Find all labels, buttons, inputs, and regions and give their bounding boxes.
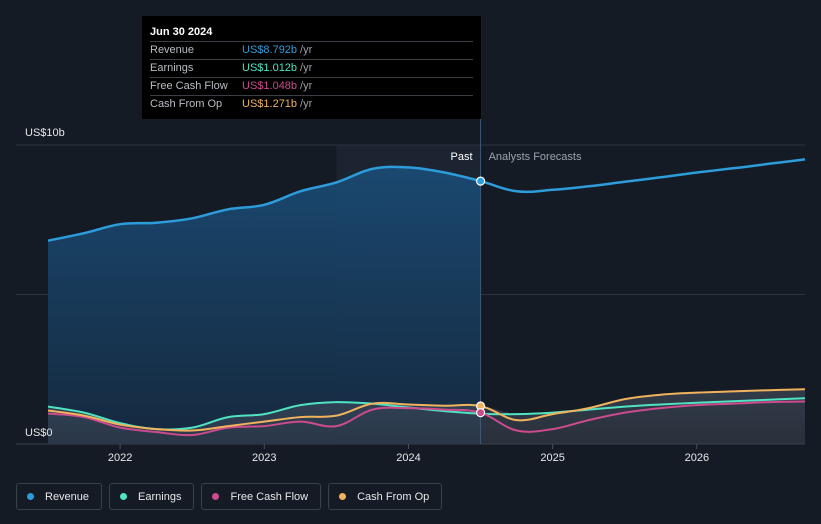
tooltip-unit: /yr (300, 98, 313, 110)
tooltip: Jun 30 2024 Revenue US$8.792b /yr Earnin… (142, 16, 481, 119)
legend: Revenue Earnings Free Cash Flow Cash Fro… (16, 483, 443, 510)
x-tick-label: 2023 (252, 452, 276, 464)
legend-dot-icon (339, 493, 347, 500)
tooltip-row-cash-from-op: Cash From Op US$1.271b /yr (150, 95, 473, 113)
tooltip-row-earnings: Earnings US$1.012b /yr (150, 59, 473, 77)
y-axis-bottom-label: US$0 (25, 427, 53, 439)
y-axis-top-label: US$10b (25, 127, 65, 139)
forecast-label: Analysts Forecasts (489, 151, 582, 163)
tooltip-label: Cash From Op (150, 98, 223, 110)
legend-label: Cash From Op (357, 490, 430, 503)
legend-label: Free Cash Flow (230, 490, 309, 503)
tooltip-date: Jun 30 2024 (150, 26, 213, 38)
legend-item-revenue[interactable]: Revenue (16, 483, 103, 510)
tooltip-value: US$1.012b (242, 62, 298, 74)
x-tick-label: 2025 (540, 452, 564, 464)
past-label: Past (451, 151, 473, 163)
series-lines (47, 158, 806, 437)
legend-label: Earnings (138, 490, 182, 503)
tooltip-unit: /yr (300, 80, 313, 92)
tooltip-row-revenue: Revenue US$8.792b /yr (150, 41, 473, 59)
tooltip-unit: /yr (300, 62, 313, 74)
series-line-revenue (47, 158, 806, 242)
tooltip-label: Earnings (150, 62, 194, 74)
series-line-free-cash-flow (47, 400, 806, 437)
legend-label: Revenue (45, 490, 90, 503)
revenue-area (48, 166, 481, 445)
tooltip-value: US$1.048b (242, 80, 298, 92)
tooltip-label: Revenue (150, 44, 195, 56)
hover-markers (475, 176, 486, 418)
legend-item-free-cash-flow[interactable]: Free Cash Flow (201, 483, 322, 510)
x-tick-label: 2024 (396, 452, 420, 464)
x-tick-label: 2022 (108, 452, 132, 464)
legend-dot-icon (27, 493, 34, 500)
lower-series-area (48, 389, 805, 444)
tooltip-value: US$8.792b (242, 44, 298, 56)
tooltip-unit: /yr (300, 44, 313, 56)
legend-dot-icon (212, 493, 220, 500)
x-tick-label: 2026 (685, 452, 709, 464)
legend-item-earnings[interactable]: Earnings (109, 483, 195, 510)
legend-item-cash-from-op[interactable]: Cash From Op (328, 483, 443, 510)
tooltip-row-free-cash-flow: Free Cash Flow US$1.048b /yr (150, 77, 473, 95)
tooltip-label: Free Cash Flow (150, 80, 228, 92)
x-axis: 2022 2023 2024 2025 2026 (108, 444, 709, 464)
marker-revenue (475, 176, 486, 186)
series-line-cash-from-op (47, 388, 806, 432)
tooltip-value: US$1.271b (242, 98, 298, 110)
marker-free-cash-flow (475, 408, 486, 418)
legend-dot-icon (120, 493, 128, 500)
